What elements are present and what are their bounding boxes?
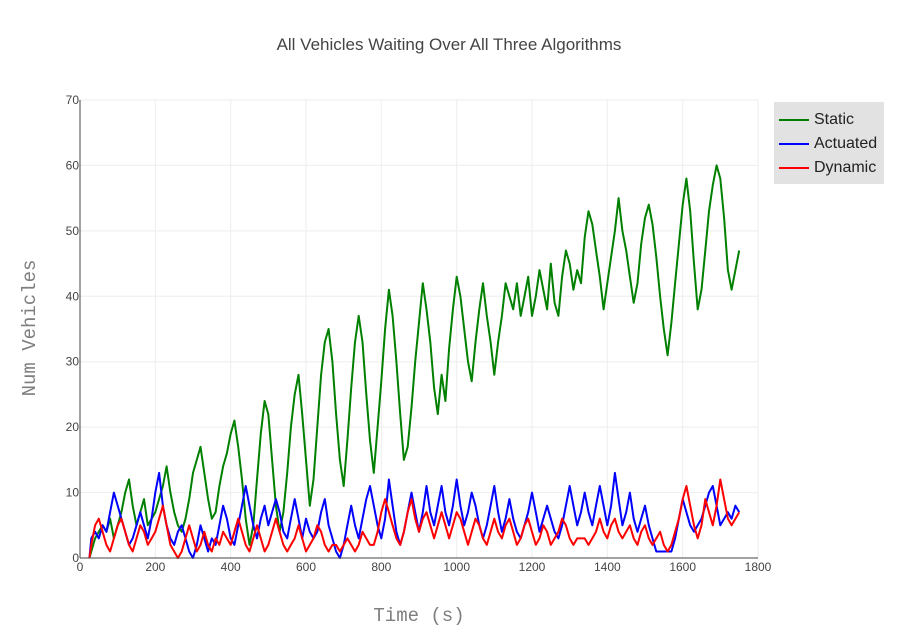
y-tick-label: 20	[66, 420, 80, 434]
legend-label-actuated: Actuated	[814, 135, 878, 152]
x-tick-label: 600	[296, 560, 316, 574]
legend[interactable]: Static Actuated Dynamic	[774, 102, 884, 184]
y-tick-label: 50	[66, 224, 80, 238]
x-tick-label: 1000	[443, 560, 470, 574]
y-tick-label: 60	[66, 158, 80, 172]
series-line-dynamic	[88, 478, 741, 559]
y-tick-label: 70	[66, 93, 80, 107]
x-tick-label: 400	[221, 560, 241, 574]
x-axis-label: Time (s)	[373, 605, 465, 627]
series-layer	[88, 164, 741, 559]
chart-title: All Vehicles Waiting Over All Three Algo…	[276, 35, 622, 54]
x-tick-label: 1200	[519, 560, 546, 574]
grid	[80, 99, 759, 558]
legend-item-static[interactable]: Static	[774, 108, 884, 132]
tick-labels: 0 200 400 600 800 1000 1200 1400 1600 1800 0 10 20 30…	[66, 93, 772, 574]
legend-item-actuated[interactable]: Actuated	[774, 132, 884, 156]
legend-item-dynamic[interactable]: Dynamic	[774, 156, 884, 180]
y-tick-label: 0	[72, 551, 79, 565]
x-tick-label: 1800	[745, 560, 772, 574]
legend-label-dynamic: Dynamic	[814, 159, 877, 176]
y-tick-label: 10	[66, 486, 80, 500]
y-tick-label: 40	[66, 289, 80, 303]
x-tick-label: 0	[77, 560, 84, 574]
y-axis-label: Num Vehicles	[19, 259, 41, 397]
legend-label-static: Static	[814, 111, 855, 128]
axes	[79, 100, 758, 559]
legend-swatch-static	[779, 119, 809, 121]
legend-swatch-dynamic	[779, 167, 809, 169]
y-tick-label: 30	[66, 355, 80, 369]
series-line-static	[88, 164, 741, 559]
x-tick-label: 800	[371, 560, 391, 574]
legend-swatch-actuated	[779, 143, 809, 145]
x-tick-label: 1600	[669, 560, 696, 574]
x-tick-label: 200	[145, 560, 165, 574]
x-tick-label: 1400	[594, 560, 621, 574]
